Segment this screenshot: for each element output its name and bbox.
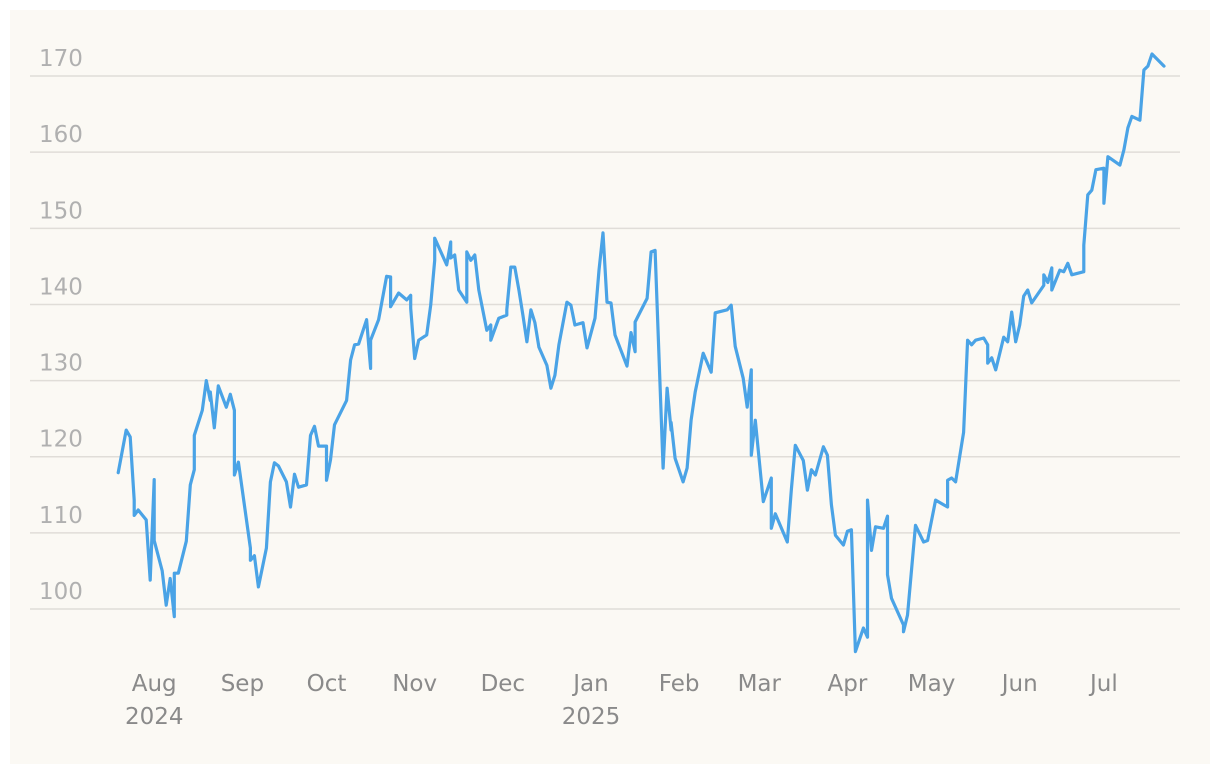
x-tick-label: Jul [1088, 671, 1118, 697]
y-tick-label: 170 [39, 46, 83, 72]
x-tick-label: May [908, 671, 956, 697]
y-tick-label: 160 [39, 122, 83, 148]
y-tick-label: 140 [39, 274, 83, 300]
x-tick-label: Mar [738, 671, 782, 697]
y-tick-label: 120 [39, 427, 83, 453]
x-tick-label: Nov [392, 671, 437, 697]
y-tick-label: 150 [39, 198, 83, 224]
x-tick-label: Sep [221, 671, 264, 697]
x-tick-label: Apr [828, 671, 868, 697]
x-tick-label: Aug [132, 671, 177, 697]
price-line [116, 52, 1166, 654]
y-tick-label: 110 [39, 503, 83, 529]
x-year-label: 2024 [125, 704, 184, 730]
x-tick-label: Jun [1000, 671, 1038, 697]
x-tick-label: Feb [659, 671, 700, 697]
x-tick-label: Jan [571, 671, 608, 697]
y-tick-label: 130 [39, 351, 83, 377]
x-tick-label: Dec [481, 671, 526, 697]
y-tick-label: 100 [39, 579, 83, 605]
x-tick-label: Oct [307, 671, 347, 697]
chart-background [10, 10, 1210, 764]
x-year-label: 2025 [562, 704, 621, 730]
